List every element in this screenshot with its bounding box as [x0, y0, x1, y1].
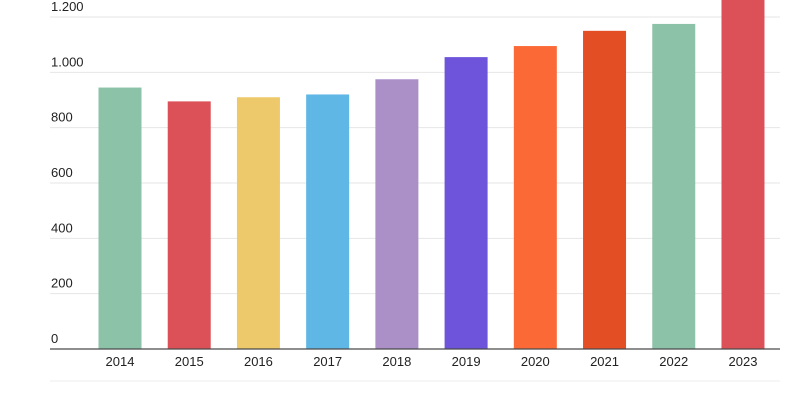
bar-2023 — [721, 0, 765, 350]
bar-2018 — [375, 79, 419, 349]
x-tick-label: 2021 — [590, 354, 619, 369]
x-tick-label: 2017 — [313, 354, 342, 369]
bar-2017 — [306, 94, 350, 349]
bar-2022 — [652, 23, 696, 350]
x-tick-label: 2015 — [175, 354, 204, 369]
x-tick-label: 2022 — [659, 354, 688, 369]
bar-2021 — [583, 30, 627, 349]
x-tick-label: 2019 — [452, 354, 481, 369]
axis-layer: 0 200 400 600 800 1.000 1.200 2014 2015 2016 2017 2… — [50, 0, 780, 382]
x-tick-label: 2020 — [521, 354, 550, 369]
y-tick-label: 600 — [51, 165, 73, 180]
y-tick-label: 1.000 — [51, 54, 84, 69]
x-tick-label: 2023 — [729, 354, 758, 369]
bar-2016 — [236, 97, 280, 349]
x-tick-label: 2018 — [382, 354, 411, 369]
bar-2020 — [513, 46, 557, 350]
y-tick-label: 400 — [51, 220, 73, 235]
x-tick-label: 2016 — [244, 354, 273, 369]
bar-2015 — [167, 101, 211, 349]
bar-2019 — [444, 57, 488, 349]
y-tick-label: 0 — [51, 331, 58, 346]
bar-2014 — [98, 87, 142, 350]
y-tick-label: 200 — [51, 276, 73, 291]
bar-layer — [98, 0, 765, 350]
x-tick-label: 2014 — [106, 354, 135, 369]
y-tick-label: 1.200 — [51, 0, 84, 14]
y-tick-label: 800 — [51, 110, 73, 125]
